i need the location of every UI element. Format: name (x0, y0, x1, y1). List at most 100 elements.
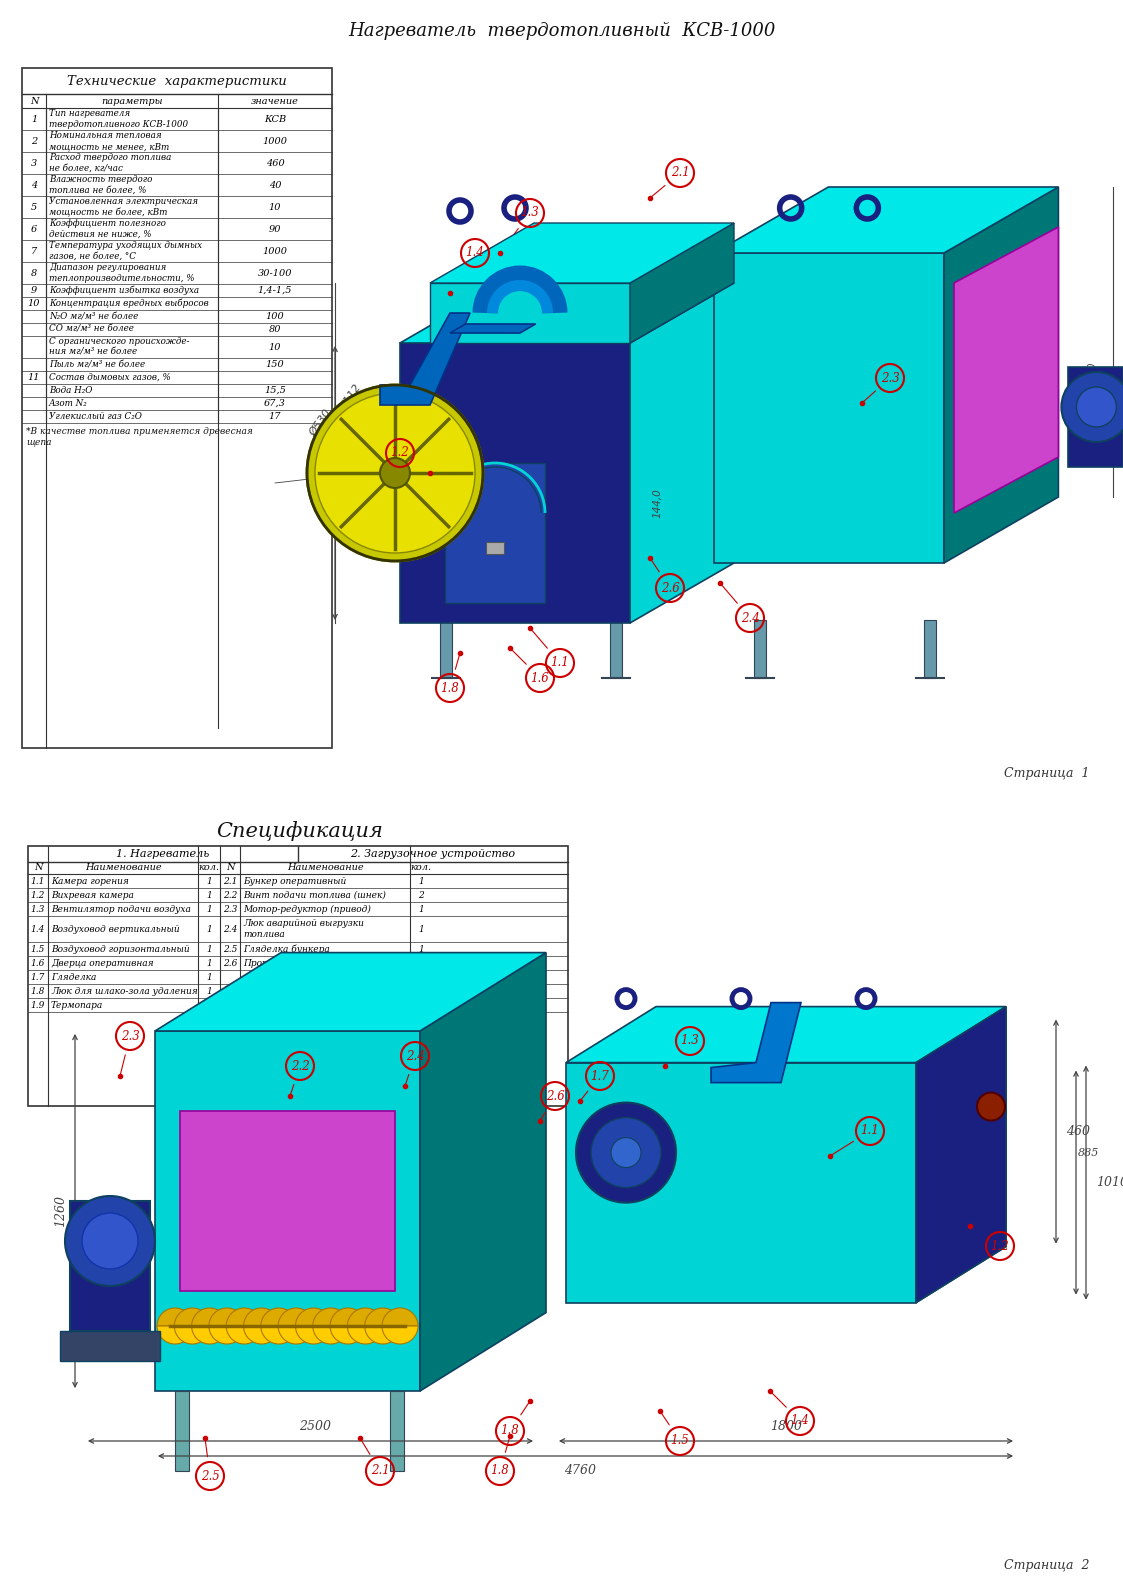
Text: N: N (29, 97, 38, 106)
Circle shape (380, 458, 410, 488)
Text: 2.5: 2.5 (222, 945, 237, 953)
Polygon shape (566, 1063, 916, 1302)
Text: 1.1: 1.1 (30, 877, 45, 885)
Text: Люк для шлако-зола удаления: Люк для шлако-зола удаления (51, 986, 198, 996)
Text: Камера горения: Камера горения (51, 877, 129, 885)
Text: 2.3: 2.3 (880, 371, 900, 384)
Text: 2.3: 2.3 (120, 1029, 139, 1042)
FancyBboxPatch shape (28, 845, 568, 1105)
Text: Номинальная тепловая
мощность не менее, кВт: Номинальная тепловая мощность не менее, … (49, 132, 170, 151)
Text: 2: 2 (418, 890, 423, 899)
Text: 1: 1 (30, 114, 37, 124)
Text: Ø530: Ø530 (308, 408, 332, 438)
Polygon shape (711, 1002, 801, 1083)
Text: 2.4: 2.4 (405, 1050, 424, 1063)
Text: 2.2: 2.2 (222, 890, 237, 899)
Wedge shape (174, 1308, 210, 1326)
Text: 1.3: 1.3 (30, 904, 45, 914)
Text: 460: 460 (266, 159, 284, 168)
Wedge shape (157, 1308, 193, 1326)
Text: 2500: 2500 (300, 1419, 331, 1434)
Text: N₂O мг/м³ не более: N₂O мг/м³ не более (49, 312, 138, 320)
Text: 2. Загрузочное устройство: 2. Загрузочное устройство (350, 849, 515, 860)
Text: Состав дымовых газов, %: Состав дымовых газов, % (49, 373, 171, 382)
Wedge shape (226, 1308, 263, 1326)
FancyBboxPatch shape (22, 68, 332, 749)
Text: 1000: 1000 (263, 136, 287, 146)
Wedge shape (174, 1326, 210, 1343)
Text: 1: 1 (418, 945, 423, 953)
Text: 1.2: 1.2 (30, 890, 45, 899)
Text: 1.7: 1.7 (591, 1069, 610, 1083)
Text: 1,4-1,5: 1,4-1,5 (258, 285, 292, 295)
Text: 1: 1 (418, 925, 423, 934)
Text: 2.6: 2.6 (660, 582, 679, 595)
Text: кол.: кол. (199, 863, 220, 872)
Text: Технические  характеристики: Технические характеристики (67, 75, 286, 87)
Text: Страница  2: Страница 2 (1004, 1559, 1090, 1572)
Wedge shape (244, 1308, 280, 1326)
Wedge shape (192, 1326, 228, 1343)
Text: 1.6: 1.6 (531, 671, 549, 685)
Text: 17: 17 (268, 412, 281, 420)
Text: 30-100: 30-100 (258, 268, 292, 278)
Text: Коэффициент избытка воздуха: Коэффициент избытка воздуха (49, 285, 199, 295)
Polygon shape (430, 282, 630, 343)
Polygon shape (70, 1201, 150, 1331)
Text: 144,0: 144,0 (652, 488, 663, 519)
Circle shape (314, 393, 475, 554)
Text: 3: 3 (30, 159, 37, 168)
Text: 15,5: 15,5 (264, 385, 286, 395)
Circle shape (576, 1102, 676, 1202)
Polygon shape (60, 1331, 159, 1361)
Wedge shape (382, 1326, 418, 1343)
Text: Термопара: Термопара (51, 1001, 103, 1010)
Wedge shape (226, 1326, 263, 1343)
Text: 1: 1 (207, 904, 212, 914)
Wedge shape (279, 1326, 314, 1343)
Text: Температура уходящих дымных
газов, не более, °С: Температура уходящих дымных газов, не бо… (49, 241, 202, 260)
Text: 1010: 1010 (1096, 1177, 1123, 1190)
Text: 2.4: 2.4 (741, 612, 759, 625)
Text: Вихревая камера: Вихревая камера (51, 890, 134, 899)
Polygon shape (420, 953, 546, 1391)
Text: Влажность твердого
топлива не более, %: Влажность твердого топлива не более, % (49, 176, 153, 195)
Text: 1.2: 1.2 (391, 447, 410, 460)
Text: 1000: 1000 (263, 246, 287, 255)
Text: Пыль мг/м³ не более: Пыль мг/м³ не более (49, 360, 145, 370)
Text: 1.3: 1.3 (521, 206, 539, 219)
Text: 1.5: 1.5 (670, 1434, 690, 1448)
Text: 2.1: 2.1 (222, 877, 237, 885)
Text: 1.5: 1.5 (30, 945, 45, 953)
Text: 80: 80 (268, 325, 281, 335)
Polygon shape (916, 1007, 1006, 1302)
Text: 7: 7 (30, 246, 37, 255)
Text: 9: 9 (30, 285, 37, 295)
Text: 2.4: 2.4 (222, 925, 237, 934)
Wedge shape (347, 1308, 383, 1326)
Text: 5: 5 (30, 203, 37, 211)
Wedge shape (330, 1326, 366, 1343)
Circle shape (307, 385, 483, 561)
Text: 2: 2 (30, 136, 37, 146)
Text: Азот N₂: Азот N₂ (49, 400, 88, 408)
Text: Вентилятор подачи воздуха: Вентилятор подачи воздуха (51, 904, 191, 914)
Text: параметры: параметры (101, 97, 163, 106)
Text: 1: 1 (207, 925, 212, 934)
Wedge shape (382, 1308, 418, 1326)
Circle shape (611, 1137, 641, 1167)
Text: 1: 1 (207, 877, 212, 885)
Text: 8: 8 (30, 268, 37, 278)
Text: 1.1: 1.1 (550, 657, 569, 669)
Text: 2.5: 2.5 (201, 1470, 219, 1483)
Text: *В качестве топлива применяется древесная
щепа: *В качестве топлива применяется древесна… (26, 427, 253, 446)
Text: Противопожарный бочок: Противопожарный бочок (243, 958, 368, 967)
Wedge shape (244, 1326, 280, 1343)
Circle shape (1061, 373, 1123, 442)
Polygon shape (390, 1391, 404, 1470)
Wedge shape (157, 1326, 193, 1343)
Text: N: N (226, 863, 235, 872)
Text: Наименование: Наименование (286, 863, 364, 872)
Text: 1: 1 (207, 890, 212, 899)
Polygon shape (400, 343, 630, 623)
